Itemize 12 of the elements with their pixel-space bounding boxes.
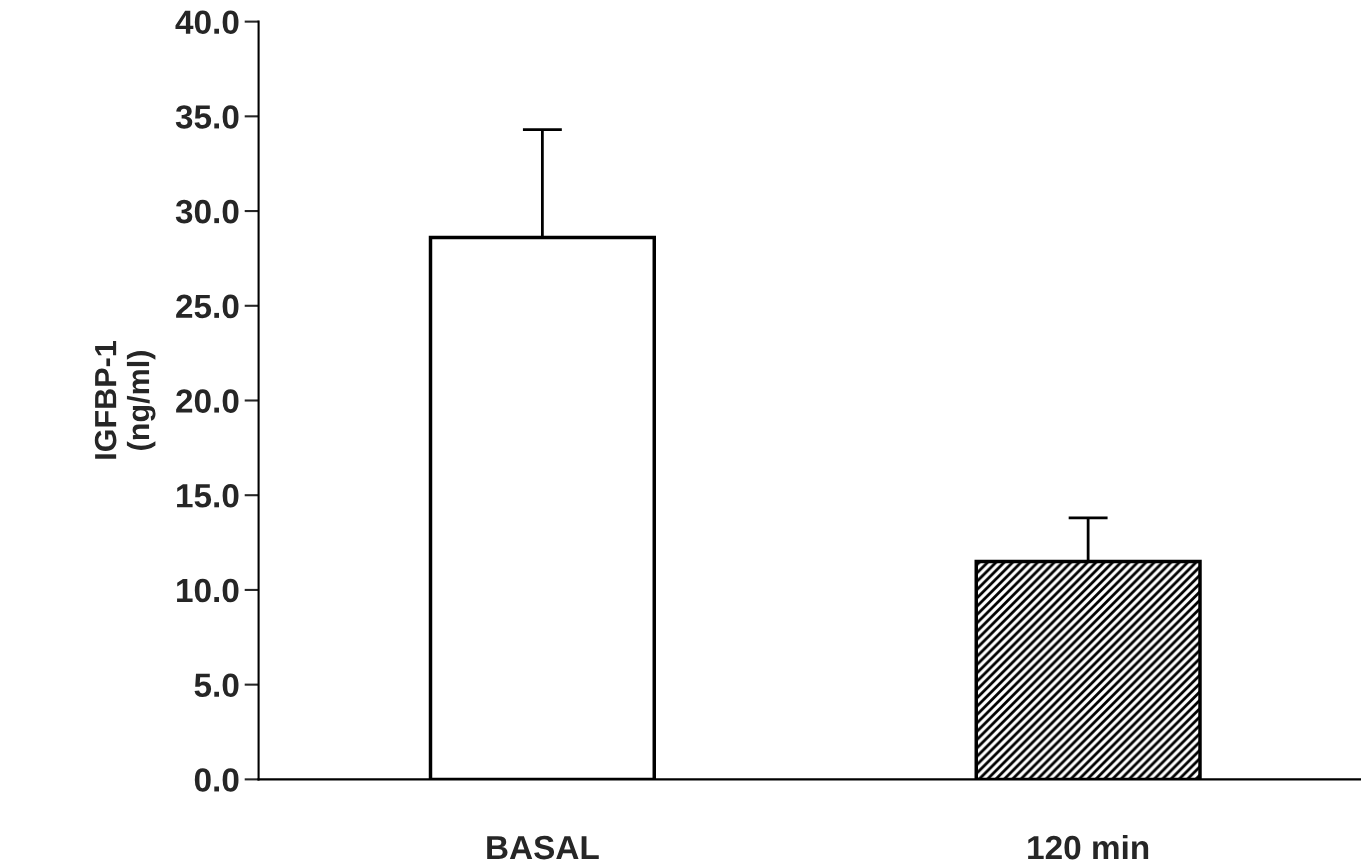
y-tick-label: 25.0 (176, 294, 239, 319)
y-tick-label: 20.0 (176, 389, 239, 413)
y-axis-title: IGFBP-1 (ng/ml) (94, 341, 156, 459)
x-tick-label: 120 min (1028, 834, 1149, 860)
y-tick-label: 30.0 (175, 199, 239, 224)
y-tick-label: 0.0 (194, 768, 239, 792)
y-tick-label: 35.0 (175, 105, 239, 129)
y-tick-label: 15.0 (177, 484, 239, 508)
y-tick-label: 5.0 (194, 673, 239, 698)
y-tick-label: 40.0 (175, 10, 239, 35)
x-tick-label: BASAL (487, 835, 599, 860)
y-tick-label: 10.0 (177, 578, 239, 603)
